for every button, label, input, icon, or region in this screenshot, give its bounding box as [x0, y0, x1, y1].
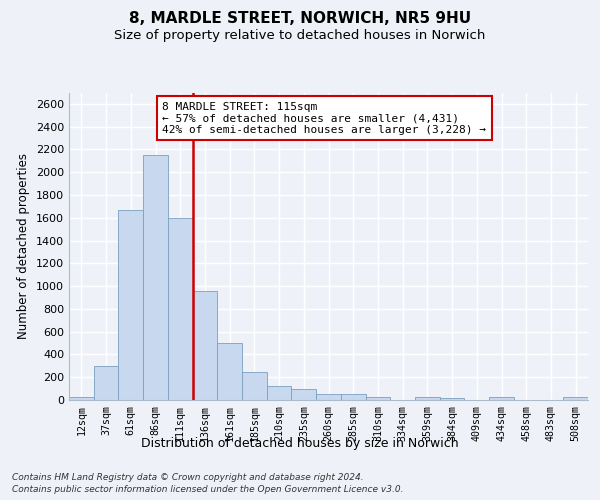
Text: 8 MARDLE STREET: 115sqm
← 57% of detached houses are smaller (4,431)
42% of semi: 8 MARDLE STREET: 115sqm ← 57% of detache…	[163, 102, 487, 135]
Bar	[415, 396, 440, 400]
Text: 8, MARDLE STREET, NORWICH, NR5 9HU: 8, MARDLE STREET, NORWICH, NR5 9HU	[129, 11, 471, 26]
Bar	[292, 388, 316, 400]
Bar	[563, 397, 588, 400]
Text: Size of property relative to detached houses in Norwich: Size of property relative to detached ho…	[115, 29, 485, 42]
Text: Contains HM Land Registry data © Crown copyright and database right 2024.: Contains HM Land Registry data © Crown c…	[12, 472, 364, 482]
Bar	[341, 394, 365, 400]
Bar	[440, 398, 464, 400]
Bar	[365, 396, 390, 400]
Bar	[94, 366, 118, 400]
Y-axis label: Number of detached properties: Number of detached properties	[17, 153, 31, 339]
Bar	[69, 396, 94, 400]
Bar	[316, 394, 341, 400]
Text: Contains public sector information licensed under the Open Government Licence v3: Contains public sector information licen…	[12, 485, 404, 494]
Bar	[143, 155, 168, 400]
Bar	[168, 218, 193, 400]
Bar	[267, 386, 292, 400]
Bar	[118, 210, 143, 400]
Bar	[242, 372, 267, 400]
Bar	[489, 397, 514, 400]
Bar	[193, 290, 217, 400]
Text: Distribution of detached houses by size in Norwich: Distribution of detached houses by size …	[141, 438, 459, 450]
Bar	[217, 343, 242, 400]
